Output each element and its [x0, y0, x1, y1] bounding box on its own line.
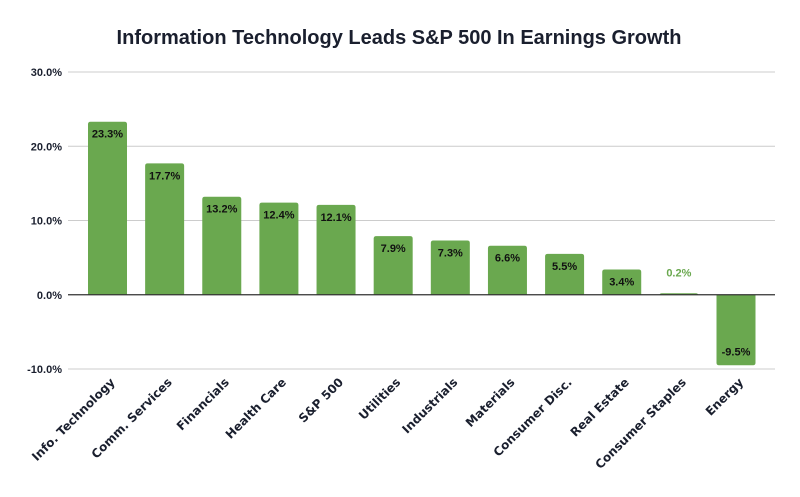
bar: [602, 269, 642, 295]
data-label: 7.3%: [438, 248, 463, 260]
x-tick-label: Financials: [174, 375, 232, 433]
x-tick-label: Real Estate: [568, 375, 632, 439]
bar: [373, 236, 413, 295]
bars: [88, 121, 756, 366]
gridlines: [68, 71, 775, 370]
data-label: 13.2%: [206, 204, 237, 216]
y-tick-label: 10.0%: [31, 216, 62, 228]
bar: [145, 163, 185, 295]
x-tick-label: Energy: [703, 375, 746, 418]
y-tick-label: 0.0%: [37, 290, 62, 302]
bar: [259, 202, 299, 295]
bar: [430, 240, 470, 295]
bar: [716, 294, 756, 366]
bar: [202, 196, 242, 295]
x-tick-label: Utilities: [356, 375, 403, 422]
bar: [487, 245, 527, 295]
y-axis: 30.0% 20.0% 10.0% 0.0% -10.0%: [27, 67, 62, 376]
data-label: 7.9%: [381, 243, 406, 255]
x-tick-label: Health Care: [223, 375, 289, 441]
y-tick-label: -10.0%: [27, 364, 62, 376]
bar: [545, 253, 585, 295]
chart-title: Information Technology Leads S&P 500 In …: [117, 27, 682, 49]
data-label: 0.2%: [666, 267, 691, 279]
x-tick-label: Industrials: [399, 375, 460, 436]
data-label: 12.4%: [263, 210, 294, 222]
data-label: 17.7%: [149, 170, 180, 182]
bar: [88, 121, 127, 295]
y-tick-label: 20.0%: [31, 141, 62, 153]
x-tick-label: Materials: [463, 375, 518, 430]
data-label: 6.6%: [495, 253, 520, 265]
data-label: -9.5%: [722, 346, 751, 358]
data-labels: 23.3% 17.7% 13.2% 12.4% 12.1% 7.9% 7.3% 6.6% 5.5…: [92, 129, 751, 359]
y-tick-label: 30.0%: [31, 67, 62, 79]
data-label: 12.1%: [320, 212, 351, 224]
x-tick-label: S&P 500: [296, 375, 346, 425]
bar: [316, 204, 356, 295]
data-label: 23.3%: [92, 129, 123, 141]
data-label: 5.5%: [552, 261, 577, 273]
data-label: 3.4%: [609, 277, 634, 289]
